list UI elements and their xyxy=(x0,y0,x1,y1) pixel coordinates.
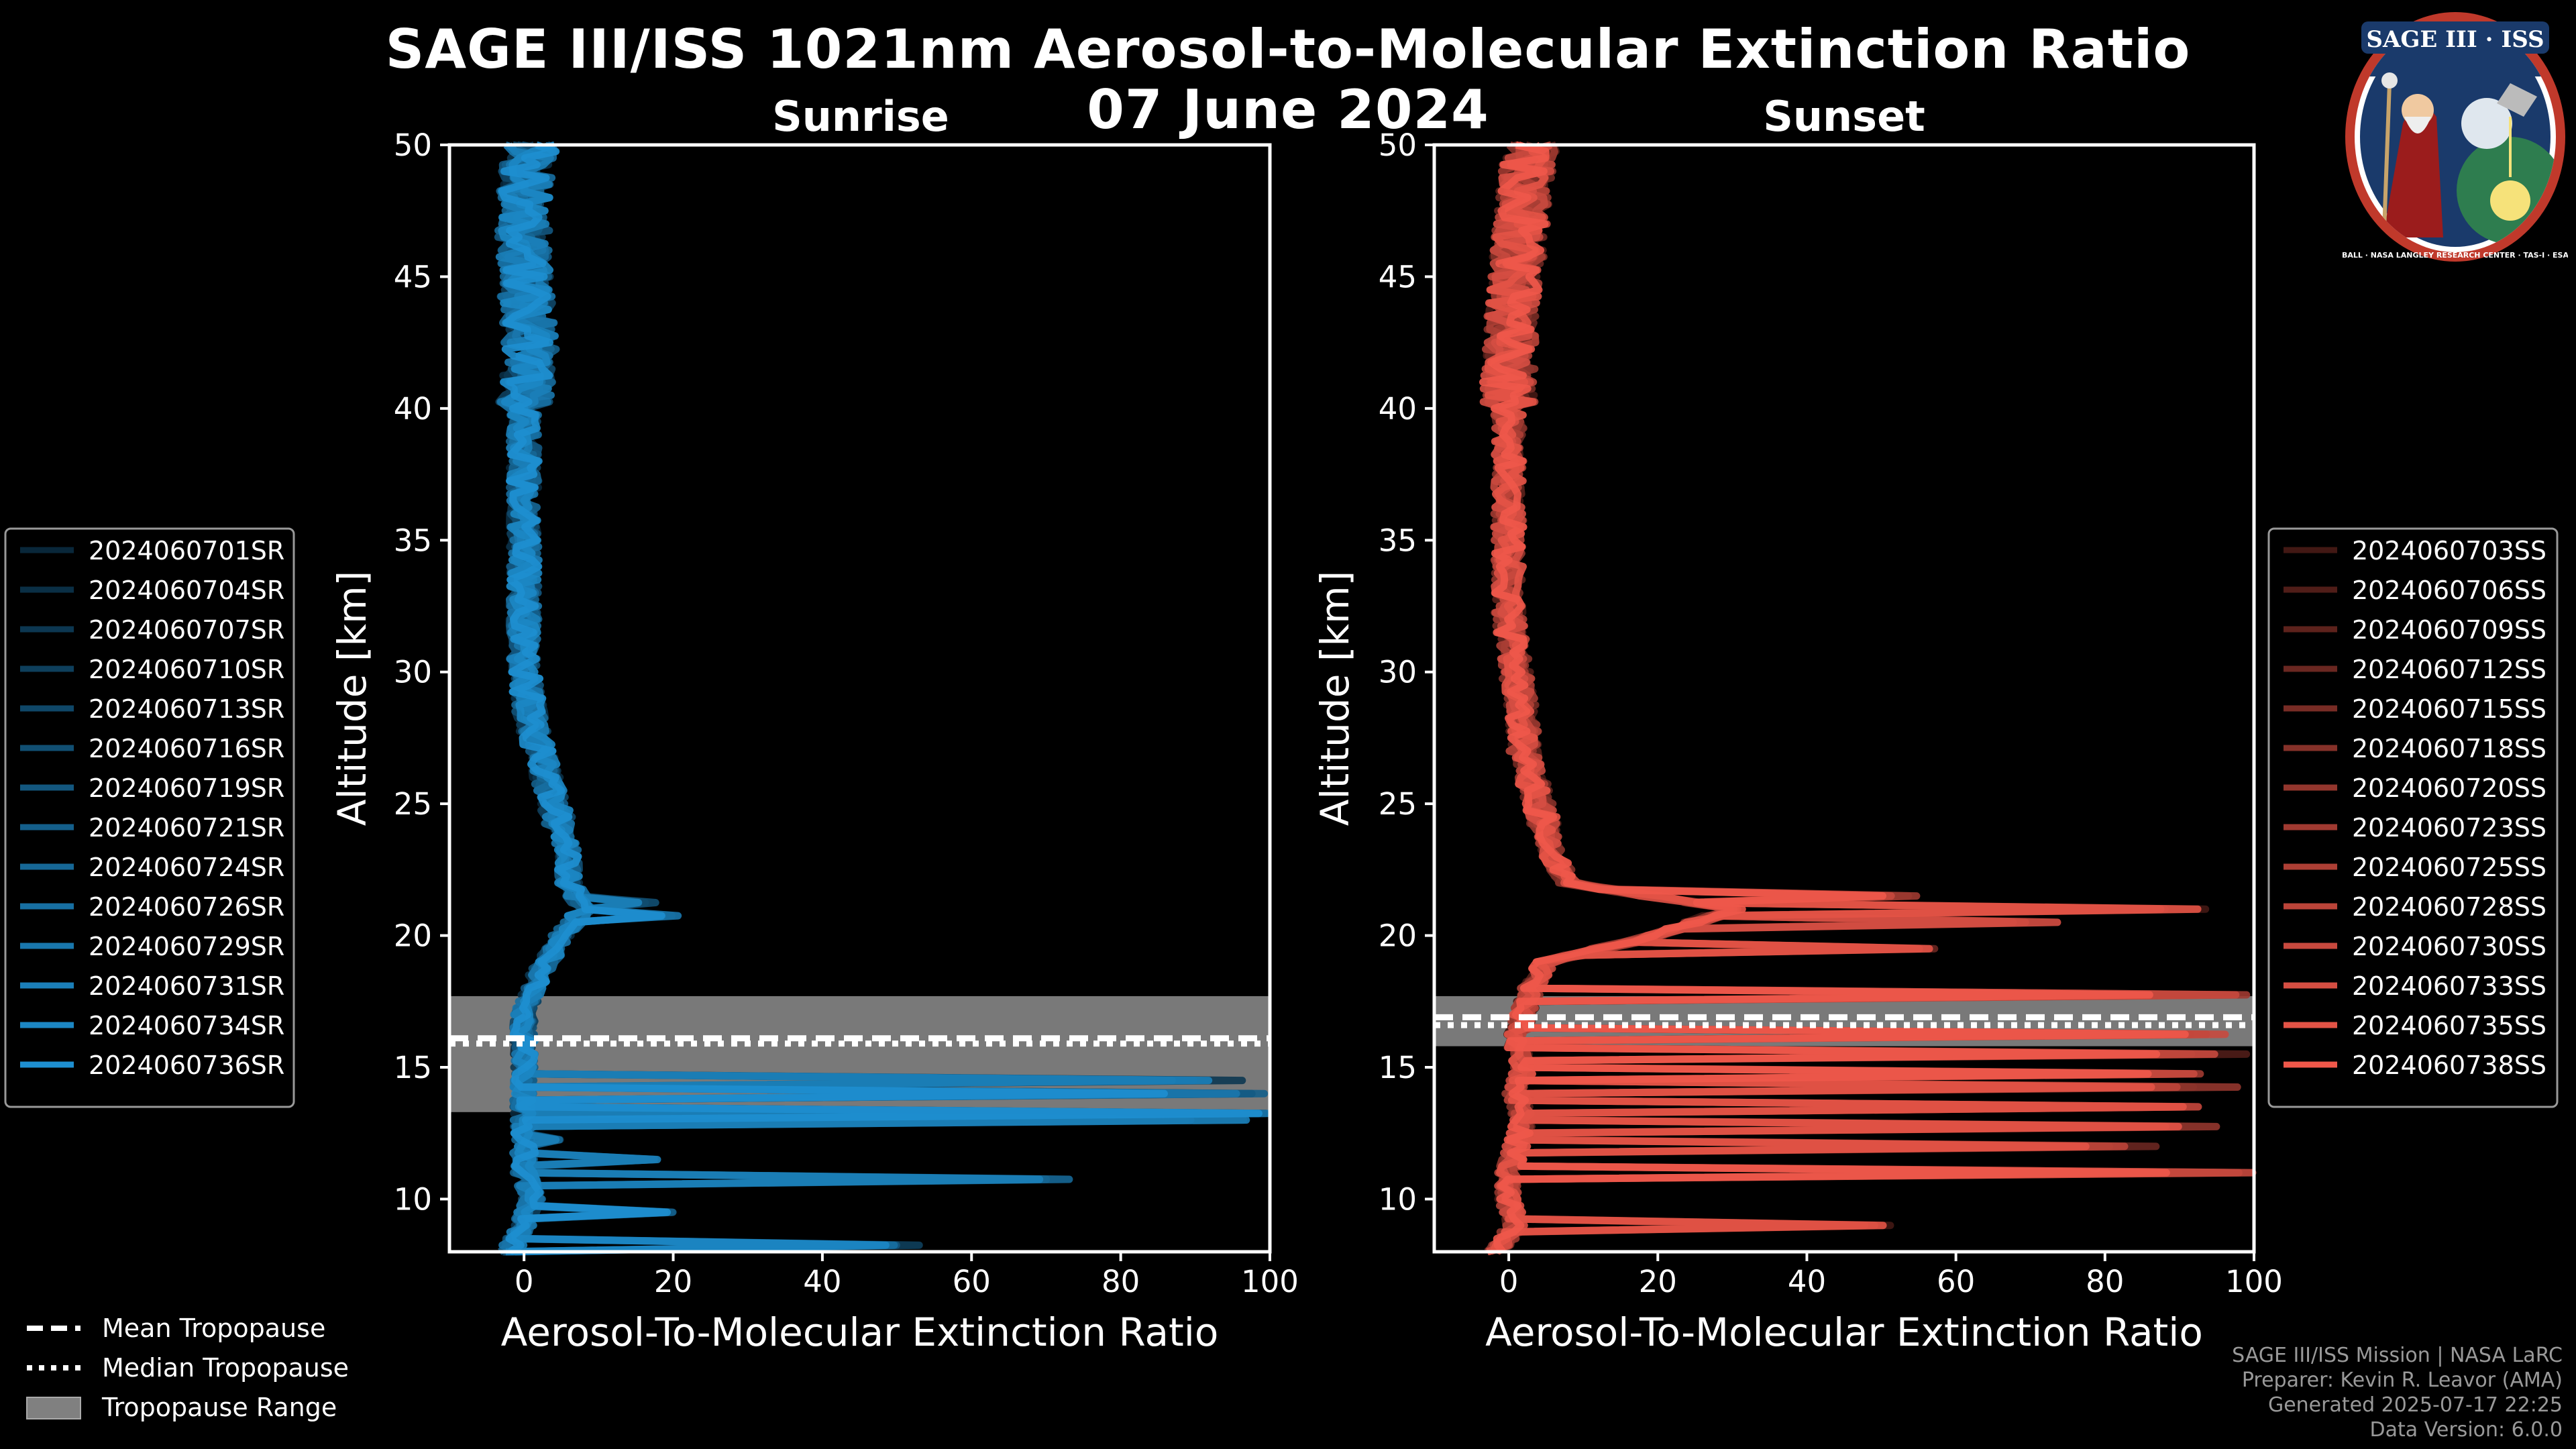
sunset-legend-label: 2024060738SS xyxy=(2352,1051,2546,1080)
tropopause-range-label: Tropopause Range xyxy=(101,1393,337,1422)
mean-tropopause-label: Mean Tropopause xyxy=(102,1313,325,1343)
sunrise-title: Sunrise xyxy=(772,92,949,141)
chart-title: SAGE III/ISS 1021nm Aerosol-to-Molecular… xyxy=(385,18,2191,80)
sunrise-ytick-label: 35 xyxy=(394,523,432,558)
sunset-legend-label: 2024060706SS xyxy=(2352,576,2546,605)
sunset-xtick-label: 40 xyxy=(1788,1264,1826,1299)
sunset-xtick-label: 80 xyxy=(2086,1264,2124,1299)
sunrise-legend-label: 2024060707SR xyxy=(89,615,284,645)
sunrise-legend: 2024060701SR 2024060704SR 2024060707SR 2024… xyxy=(4,527,295,1108)
sunset-xtick-label: 0 xyxy=(1499,1264,1519,1299)
sunset-legend-label: 2024060725SS xyxy=(2352,853,2546,882)
sunrise-legend-label: 2024060721SR xyxy=(89,813,284,843)
sunset-ytick-label: 20 xyxy=(1379,918,1417,954)
sunset-legend-label: 2024060733SS xyxy=(2352,971,2546,1001)
sunset-legend-label: 2024060703SS xyxy=(2352,536,2546,566)
sunrise-legend-label: 2024060716SR xyxy=(89,734,284,763)
sunrise-axes-frame xyxy=(447,143,1272,1254)
sunset-legend-label: 2024060723SS xyxy=(2352,813,2546,843)
sunset-ytick-label: 40 xyxy=(1379,391,1417,427)
sunrise-ytick-label: 30 xyxy=(394,655,432,690)
sunrise-legend-box xyxy=(4,527,295,1108)
sunset-ytick-label: 30 xyxy=(1379,655,1417,690)
median-tropopause-label: Median Tropopause xyxy=(102,1353,349,1383)
sunrise-legend-label: 2024060701SR xyxy=(89,536,284,566)
sunrise-profiles xyxy=(494,141,1271,1256)
sunrise-ytick-label: 50 xyxy=(394,127,432,163)
credit-generated: Generated 2025-07-17 22:25 xyxy=(2267,1393,2563,1417)
sunrise-xlabel: Aerosol-To-Molecular Extinction Ratio xyxy=(501,1309,1219,1355)
sunrise-ytick-label: 40 xyxy=(394,391,432,427)
sunset-legend-label: 2024060709SS xyxy=(2352,615,2546,645)
sunset-ylabel: Altitude [km] xyxy=(1312,571,1358,826)
sunset-ytick-label: 50 xyxy=(1379,127,1417,163)
sunrise-legend-label: 2024060729SR xyxy=(89,932,284,961)
sunset-legend-label: 2024060735SS xyxy=(2352,1011,2546,1040)
sunrise-xtick-label: 60 xyxy=(953,1264,991,1299)
sunset-xtick-label: 60 xyxy=(1937,1264,1975,1299)
sunrise-xtick-label: 40 xyxy=(803,1264,841,1299)
sunset-legend: 2024060703SS 2024060706SS 2024060709SS 2024… xyxy=(2267,527,2559,1108)
sunrise-legend-label: 2024060704SR xyxy=(89,576,284,605)
credit-data-version: Data Version: 6.0.0 xyxy=(2369,1418,2563,1442)
sunset-ytick-label: 10 xyxy=(1379,1181,1417,1217)
sunrise-xtick-label: 20 xyxy=(654,1264,692,1299)
sunrise-xtick-label: 100 xyxy=(1241,1264,1299,1299)
logo-title: SAGE III · ISS xyxy=(2366,26,2544,53)
sunrise-ytick-label: 20 xyxy=(394,918,432,954)
sunrise-ytick-label: 15 xyxy=(394,1050,432,1085)
sunrise-legend-label: 2024060719SR xyxy=(89,773,284,803)
sunset-profiles xyxy=(1479,141,2257,1256)
sunrise-legend-label: 2024060713SR xyxy=(89,694,284,724)
sunset-profile-2024060738SS xyxy=(1479,141,2189,1254)
sunrise-profile-2024060736SR xyxy=(498,141,1263,1255)
sunset-title: Sunset xyxy=(1763,92,1925,141)
sage-mission-logo: SAGE III · ISS BALL · NASA LANGLEY RESEA… xyxy=(2343,12,2568,262)
sunrise-legend-label: 2024060710SR xyxy=(89,655,284,684)
tropopause-range-swatch xyxy=(26,1397,81,1419)
sunset-legend-label: 2024060728SS xyxy=(2352,892,2546,922)
sunrise-legend-label: 2024060736SR xyxy=(89,1051,284,1080)
credit-mission: SAGE III/ISS Mission | NASA LaRC xyxy=(2232,1344,2563,1367)
sunset-xlabel: Aerosol-To-Molecular Extinction Ratio xyxy=(1485,1309,2203,1355)
sunrise-xtick-label: 0 xyxy=(515,1264,534,1299)
sunset-ytick-label: 35 xyxy=(1379,523,1417,558)
sunset-legend-label: 2024060715SS xyxy=(2352,694,2546,724)
sunset-legend-label: 2024060718SS xyxy=(2352,734,2546,763)
sunset-xtick-label: 100 xyxy=(2225,1264,2283,1299)
sunrise-xtick-label: 80 xyxy=(1102,1264,1140,1299)
chart-date: 07 June 2024 xyxy=(1087,78,1489,141)
sunrise-legend-label: 2024060734SR xyxy=(89,1011,284,1040)
sunrise-legend-label: 2024060731SR xyxy=(89,971,284,1001)
sunset-ytick-label: 45 xyxy=(1379,259,1417,294)
sunset-axes-frame xyxy=(1432,143,2256,1254)
sunrise-ytick-label: 10 xyxy=(394,1181,432,1217)
sunset-legend-box xyxy=(2267,527,2559,1108)
sunset-ytick-label: 25 xyxy=(1379,786,1417,822)
sunrise-ytick-label: 45 xyxy=(394,259,432,294)
sunrise-ytick-label: 25 xyxy=(394,786,432,822)
logo-ring-text: BALL · NASA LANGLEY RESEARCH CENTER · TA… xyxy=(2343,251,2568,260)
sunrise-panel: 0 20 40 60 80 100 10 15 20 25 30 35 40 45 50 Aerosol-To… xyxy=(329,92,1299,1355)
credit-preparer: Preparer: Kevin R. Leavor (AMA) xyxy=(2241,1368,2563,1392)
sunrise-legend-label: 2024060726SR xyxy=(89,892,284,922)
tropopause-legend: Mean Tropopause Median Tropopause Tropop… xyxy=(26,1313,349,1422)
sunset-panel: 0 20 40 60 80 100 10 15 20 25 30 35 40 45 50 Aerosol-To… xyxy=(1312,92,2283,1355)
sunset-ytick-label: 15 xyxy=(1379,1050,1417,1085)
sunset-legend-label: 2024060730SS xyxy=(2352,932,2546,961)
sunset-legend-label: 2024060712SS xyxy=(2352,655,2546,684)
sunrise-ylabel: Altitude [km] xyxy=(329,571,375,826)
sunrise-legend-label: 2024060724SR xyxy=(89,853,284,882)
sunset-xtick-label: 20 xyxy=(1639,1264,1677,1299)
sunset-legend-label: 2024060720SS xyxy=(2352,773,2546,803)
